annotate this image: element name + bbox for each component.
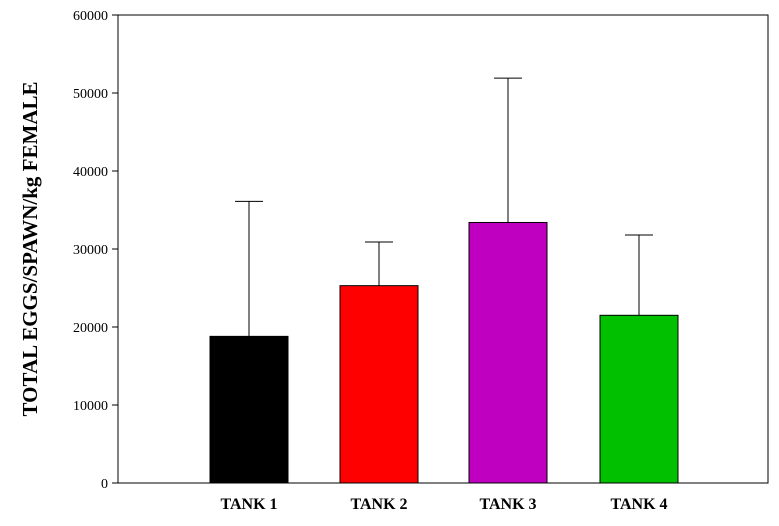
x-category-label: TANK 2 [350,496,407,513]
y-axis-ticks: 0 10000 20000 30000 40000 50000 60000 [73,9,118,492]
x-category-label: TANK 4 [610,496,667,513]
y-tick-label: 60000 [73,9,108,24]
y-axis-title: TOTAL EGGS/SPAWN/kg FEMALE [18,82,42,417]
y-tick-label: 0 [101,477,108,492]
x-axis-category-labels: TANK 1 TANK 2 TANK 3 TANK 4 [220,496,667,513]
error-bars [235,77,653,337]
y-tick-label: 50000 [73,87,108,102]
bar-tank-3 [468,221,548,484]
bar-tank-4 [599,314,679,484]
bar-tank-1 [209,335,289,484]
y-tick-label: 40000 [73,165,108,180]
y-tick-label: 10000 [73,399,108,414]
bar-tank-2 [339,285,419,484]
bars [209,221,679,484]
y-tick-label: 30000 [73,243,108,258]
x-category-label: TANK 1 [220,496,277,513]
y-tick-label: 20000 [73,321,108,336]
x-category-label: TANK 3 [479,496,536,513]
